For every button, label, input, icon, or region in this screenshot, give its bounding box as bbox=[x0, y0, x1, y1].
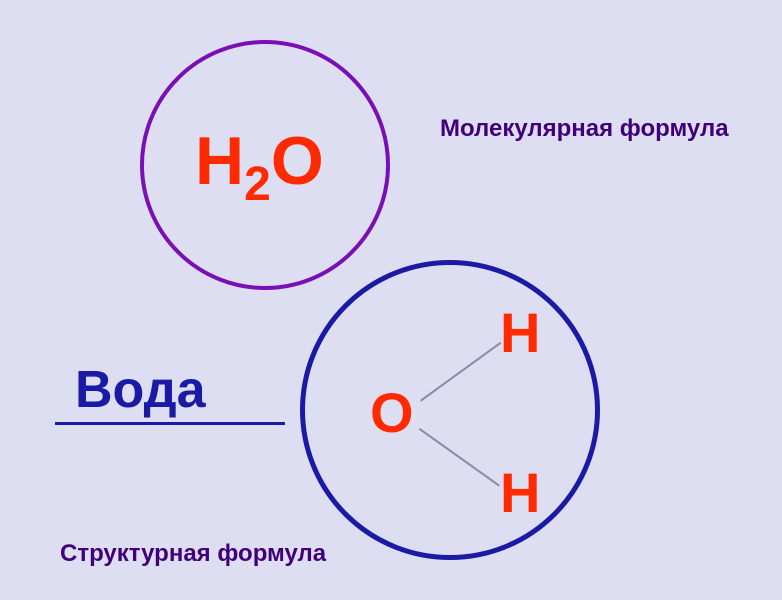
structural-h2: H bbox=[500, 460, 540, 525]
structural-circle bbox=[300, 260, 600, 560]
diagram-canvas: H2O Молекулярная формула Вода O H H Стру… bbox=[0, 0, 782, 600]
water-underline bbox=[55, 422, 285, 425]
molecular-label: Молекулярная формула bbox=[440, 115, 729, 143]
water-label: Вода bbox=[75, 360, 206, 420]
structural-h1: H bbox=[500, 300, 540, 365]
structural-o: O bbox=[370, 380, 414, 445]
structural-label: Структурная формула bbox=[60, 540, 326, 568]
formula-sub: 2 bbox=[244, 158, 271, 211]
formula-o: O bbox=[271, 123, 324, 199]
formula-h: H bbox=[195, 123, 244, 199]
molecular-formula: H2O bbox=[195, 122, 324, 200]
